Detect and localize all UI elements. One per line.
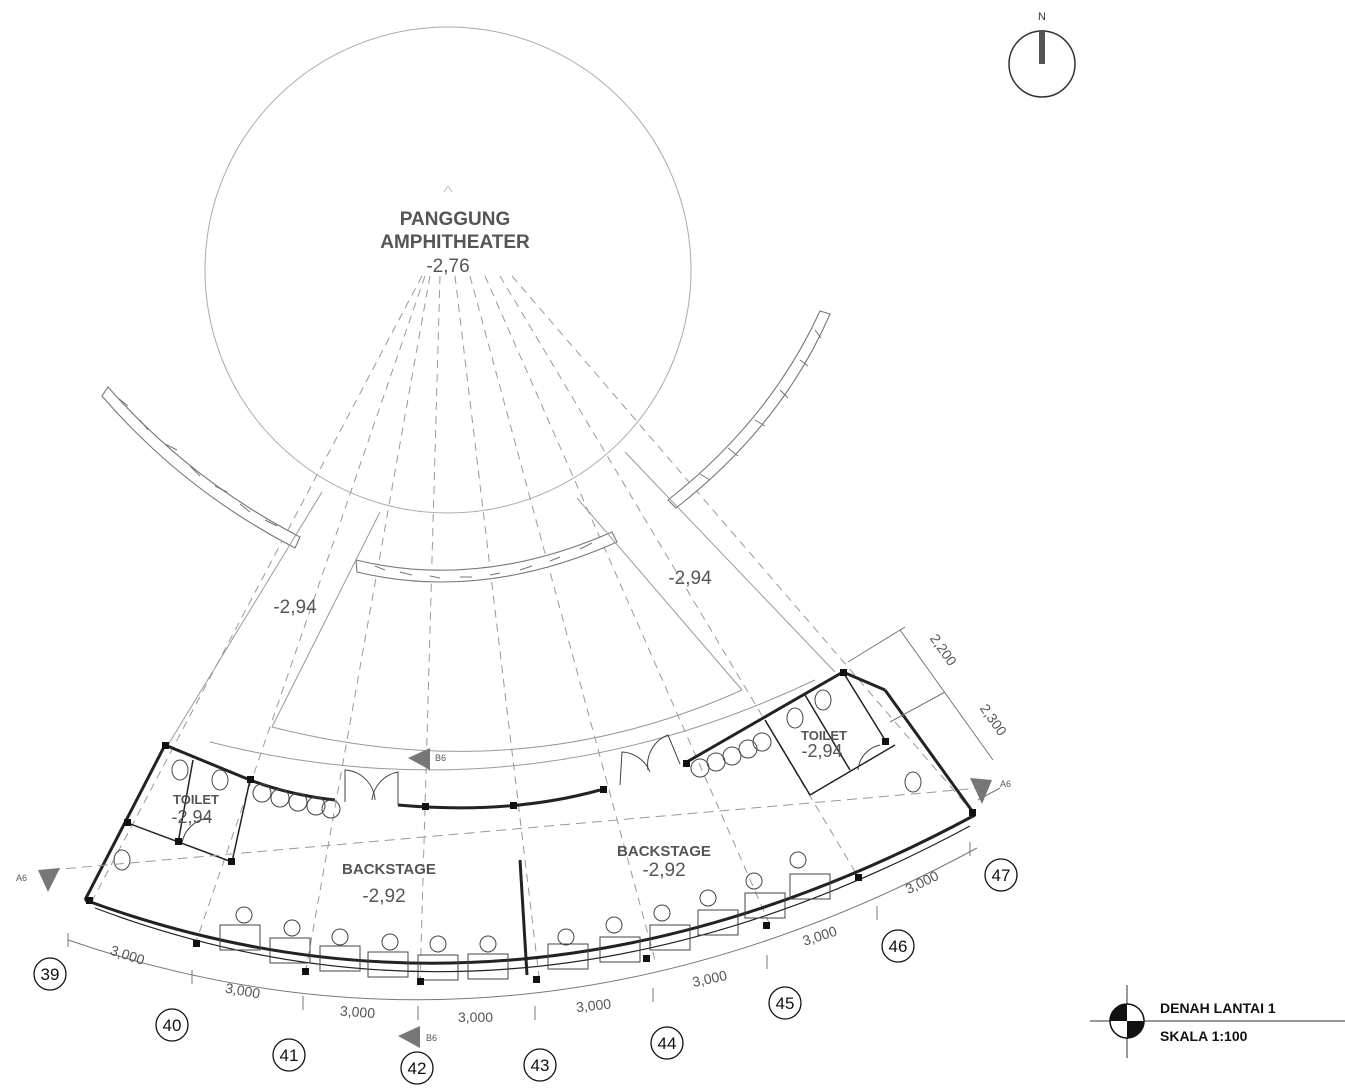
grid-label-44: 44 — [658, 1034, 677, 1053]
doors — [181, 734, 881, 844]
grid-labels: 39 40 41 42 43 44 45 46 47 — [41, 866, 1011, 1078]
dim-bay-8: 3,000 — [903, 867, 942, 897]
section-labels: A6 A6 B6 B6 — [16, 753, 1011, 1043]
grid-label-40: 40 — [163, 1016, 182, 1035]
corridor-level-left: -2,94 — [273, 597, 317, 618]
grid-bubbles — [33, 858, 1018, 1085]
corridor-level-right: -2,94 — [668, 568, 712, 589]
section-label-b-bottom: B6 — [426, 1033, 437, 1043]
grid-label-41: 41 — [280, 1046, 299, 1065]
backstage-right-level: -2,92 — [642, 860, 685, 881]
backstage-left-level: -2,92 — [362, 886, 405, 907]
section-label-a-left: A6 — [16, 873, 27, 883]
dim-bay-4: 3,000 — [458, 1009, 493, 1025]
toilet-right-level: -2,94 — [801, 741, 842, 761]
section-line-a — [49, 787, 981, 871]
backstage-left-name: BACKSTAGE — [342, 861, 436, 878]
dim-bay-2: 3,000 — [224, 980, 261, 1002]
toilet-right-name: TOILET — [801, 728, 847, 743]
dim-bay-6: 3,000 — [691, 967, 729, 990]
backstage-right-name: BACKSTAGE — [617, 843, 711, 860]
columns — [86, 669, 976, 985]
toilet-fixtures — [113, 689, 922, 871]
section-label-b-top: B6 — [435, 753, 446, 763]
stage-circle — [204, 26, 692, 514]
drawing-title: DENAH LANTAI 1 — [1160, 1000, 1276, 1016]
grid-label-46: 46 — [889, 937, 908, 956]
stage-name-line1: PANGGUNG — [400, 209, 510, 230]
stone-wall-left — [101, 386, 301, 549]
lockers-right — [690, 732, 772, 778]
scale-symbol-icon — [1109, 1003, 1145, 1039]
grid-label-42: 42 — [408, 1059, 427, 1078]
grid-label-47: 47 — [992, 866, 1011, 885]
stone-wall-middle — [355, 531, 618, 583]
section-marker-a-left — [38, 868, 60, 892]
lockers-left — [252, 783, 341, 819]
north-arrow: N — [1008, 11, 1076, 98]
radial-guides — [89, 275, 976, 986]
grid-label-39: 39 — [41, 965, 60, 984]
dim-bay-5: 3,000 — [575, 995, 612, 1015]
walkways — [167, 451, 836, 771]
toilet-left-name: TOILET — [173, 792, 219, 807]
dim-bay-3: 3,000 — [340, 1003, 376, 1021]
stage-name-line2: AMPHITHEATER — [380, 232, 530, 253]
stone-wall-right — [667, 310, 831, 509]
dimension-texts: 3,000 3,000 3,000 3,000 3,000 3,000 3,00… — [108, 631, 1010, 1025]
makeup-desks — [219, 851, 831, 981]
building-walls — [83, 670, 977, 976]
section-marker-b-bottom — [398, 1026, 420, 1048]
grid-label-43: 43 — [531, 1056, 550, 1075]
dim-bay-1: 3,000 — [108, 942, 146, 968]
title-block: DENAH LANTAI 1 SKALA 1:100 — [1090, 985, 1345, 1058]
dim-right-upper: 2,200 — [927, 631, 960, 669]
toilet-left-level: -2,94 — [171, 807, 212, 827]
drawing-scale: SKALA 1:100 — [1160, 1028, 1248, 1044]
stage-level: -2,76 — [426, 256, 469, 277]
dimension-lines — [67, 626, 1001, 1020]
section-label-a-right: A6 — [1000, 779, 1011, 789]
north-label: N — [1038, 11, 1046, 23]
section-marker-a-right — [970, 778, 992, 804]
dim-right-lower: 2,300 — [977, 701, 1010, 739]
section-marker-b-top — [408, 748, 430, 770]
room-labels: PANGGUNG AMPHITHEATER -2,76 -2,94 -2,94 … — [171, 209, 847, 907]
grid-label-45: 45 — [776, 994, 795, 1013]
